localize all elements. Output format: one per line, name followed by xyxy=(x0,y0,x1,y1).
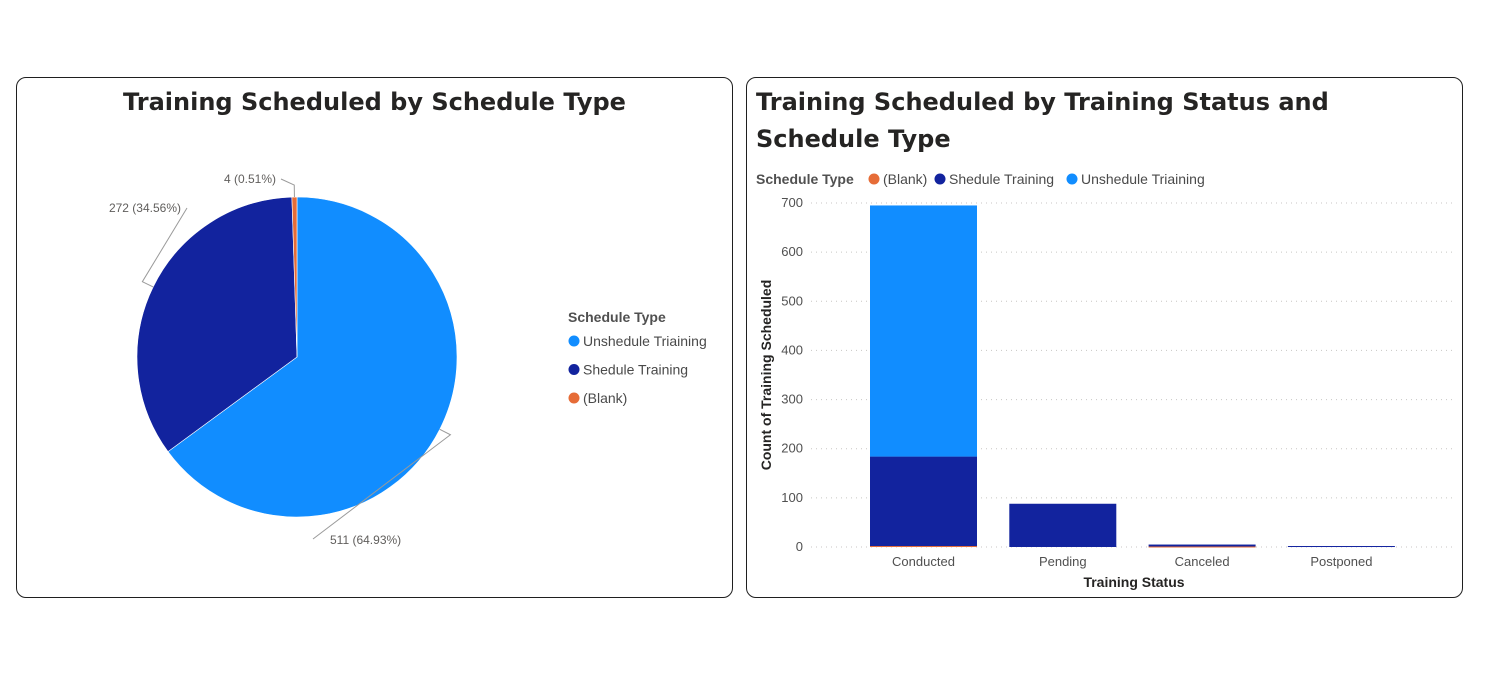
bar-legend-item-unshedule-triaining[interactable]: Unshedule Triaining xyxy=(1066,171,1205,187)
pie-legend-item-blank[interactable]: (Blank) xyxy=(568,390,628,406)
y-tick-label-700: 700 xyxy=(781,195,803,210)
x-axis-title: Training Status xyxy=(1083,574,1184,590)
y-tick-label-0: 0 xyxy=(796,539,803,554)
bar-legend-item-shedule-training[interactable]: Shedule Training xyxy=(934,171,1055,187)
pie-leader-line-blank xyxy=(280,178,295,198)
bar-legend-title: Schedule Type xyxy=(756,171,854,187)
x-tick-label-postponed: Postponed xyxy=(1310,554,1372,569)
x-tick-label-canceled: Canceled xyxy=(1175,554,1230,569)
pie-legend-label: Shedule Training xyxy=(583,362,688,378)
pie-legend-marker xyxy=(568,392,580,404)
pie-slice-shedule-training[interactable] xyxy=(136,196,298,453)
bar-legend-marker xyxy=(934,173,946,185)
y-tick-label-300: 300 xyxy=(781,392,803,407)
pie-data-label-unshedule-triaining: 511 (64.93%) xyxy=(330,533,401,547)
y-tick-label-100: 100 xyxy=(781,490,803,505)
bar-legend-marker xyxy=(1066,173,1078,185)
pie-legend-marker xyxy=(568,364,580,375)
bar-chart-title: Training Scheduled by Training Status an… xyxy=(756,88,1329,153)
bar-postponed-shedule-training[interactable] xyxy=(1287,546,1395,548)
bar-chart-card: Training Scheduled by Training Status an… xyxy=(746,77,1463,598)
bar-canceled-shedule-training[interactable] xyxy=(1148,544,1256,547)
pie-chart: 511 (64.93%) 272 (34.56%) 4 (0.51%) Schedu… xyxy=(109,172,707,547)
pie-chart-title: Training Scheduled by Schedule Type xyxy=(123,88,626,116)
y-axis-title: Count of Training Scheduled xyxy=(758,280,774,471)
pie-data-label-blank: 4 (0.51%) xyxy=(224,172,276,186)
pie-legend-label: Unshedule Triaining xyxy=(583,333,707,349)
bar-conducted-shedule-training[interactable] xyxy=(870,456,977,547)
pie-slice-blank[interactable] xyxy=(291,196,298,358)
x-tick-label-pending: Pending xyxy=(1039,554,1087,569)
pie-slice-unshedule-triaining[interactable] xyxy=(167,196,458,518)
y-tick-label-500: 500 xyxy=(781,293,803,308)
bar-legend-item-blank[interactable]: (Blank) xyxy=(868,171,928,187)
y-tick-label-200: 200 xyxy=(781,441,803,456)
pie-leader-line-shedule-training xyxy=(141,207,188,288)
pie-legend-label: (Blank) xyxy=(583,390,627,406)
bar-legend-marker xyxy=(868,173,880,185)
pie-chart-card: Training Scheduled by Schedule Type 511 … xyxy=(16,77,733,598)
pie-leader-line-unshedule-triaining xyxy=(312,428,452,540)
bar-conducted-blank[interactable] xyxy=(870,546,977,548)
pie-data-label-shedule-training: 272 (34.56%) xyxy=(109,201,181,215)
y-tick-label-600: 600 xyxy=(781,244,803,259)
pie-legend-marker xyxy=(568,335,580,347)
bar-legend-label: Unshedule Triaining xyxy=(1081,171,1205,187)
pie-legend-item-unshedule-triaining[interactable]: Unshedule Triaining xyxy=(568,333,707,349)
stacked-bar-chart: Schedule Type (Blank) Shedule Training Unsh… xyxy=(756,171,1453,590)
bar-legend-label: Shedule Training xyxy=(949,171,1054,187)
pie-legend-title: Schedule Type xyxy=(568,309,666,325)
bar-legend-label: (Blank) xyxy=(883,171,927,187)
bar-conducted-unshedule-triaining[interactable] xyxy=(870,205,977,457)
x-tick-label-conducted: Conducted xyxy=(892,554,955,569)
pie-legend-item-shedule-training[interactable]: Shedule Training xyxy=(568,362,689,378)
bar-pending-shedule-training[interactable] xyxy=(1009,503,1117,547)
bar-canceled-blank[interactable] xyxy=(1148,546,1256,548)
y-tick-label-400: 400 xyxy=(781,342,803,357)
